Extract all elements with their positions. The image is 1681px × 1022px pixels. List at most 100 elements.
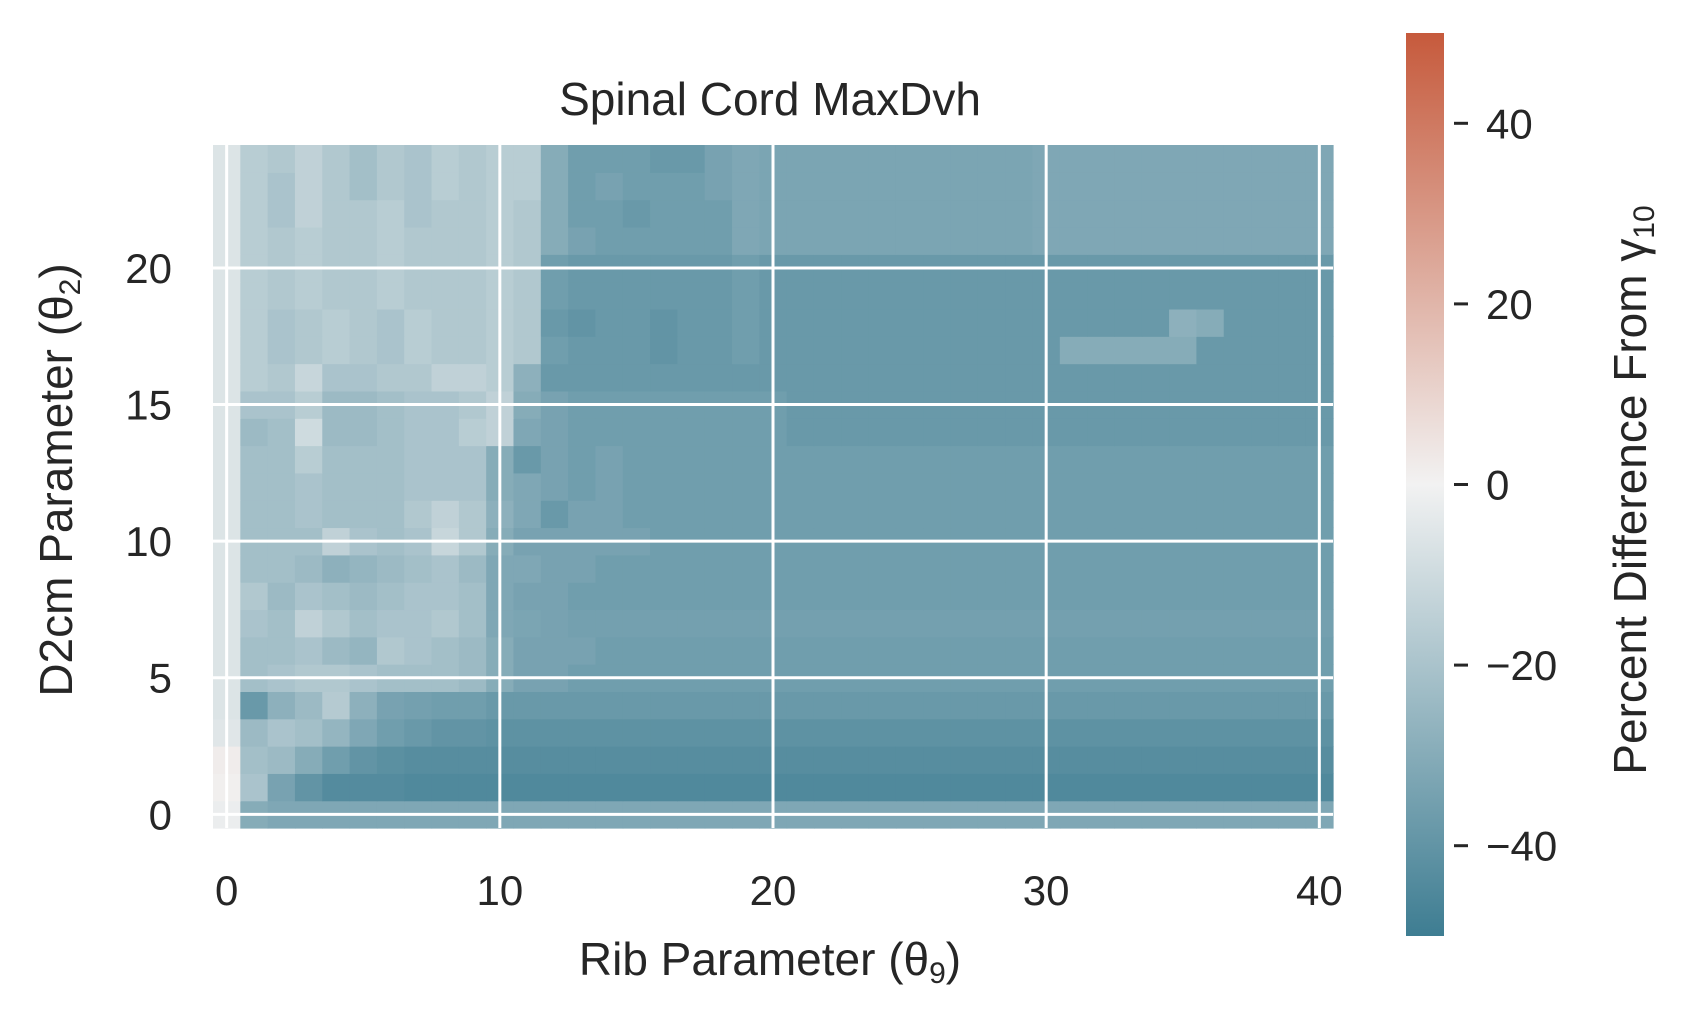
heatmap-cell <box>622 472 651 501</box>
heatmap-cell <box>868 718 897 747</box>
heatmap-cell <box>1196 609 1225 638</box>
heatmap-cell <box>349 418 378 447</box>
heatmap-cell <box>923 445 952 474</box>
heatmap-cell <box>622 609 651 638</box>
heatmap-cell <box>1223 691 1252 720</box>
heatmap-cell <box>540 500 569 529</box>
heatmap-cell <box>622 773 651 802</box>
heatmap-cell <box>322 500 351 529</box>
heatmap-cell <box>349 691 378 720</box>
colorbar-ticks: 40 20 0 −20 −40 <box>1454 100 1557 870</box>
heatmap-cell <box>1251 609 1279 638</box>
heatmap-cell <box>1114 609 1143 638</box>
heatmap-cell <box>1059 226 1088 255</box>
heatmap-cell <box>595 199 624 228</box>
heatmap-cell <box>458 472 487 501</box>
heatmap-cell <box>595 145 624 173</box>
heatmap-cell <box>240 308 269 337</box>
heatmap-cell <box>732 226 760 255</box>
heatmap-cell <box>1141 145 1170 173</box>
heatmap-cell <box>786 445 815 474</box>
heatmap-cell <box>1141 445 1170 474</box>
heatmap-cell <box>1278 281 1307 310</box>
heatmap-cell <box>704 363 733 392</box>
heatmap-cell <box>376 145 405 173</box>
x-axis-label: Rib Parameter (θ9) <box>579 933 961 990</box>
heatmap-cell <box>1169 718 1198 747</box>
heatmap-cell <box>404 199 433 228</box>
heatmap-cell <box>950 609 979 638</box>
heatmap-cell <box>240 199 269 228</box>
heatmap-cell <box>1005 199 1034 228</box>
heatmap-cell <box>1087 172 1116 201</box>
heatmap-cell <box>977 145 1006 173</box>
heatmap-cell <box>458 636 487 665</box>
heatmap-cell <box>267 308 296 337</box>
heatmap-cell <box>1196 418 1225 447</box>
y-tick-label: 10 <box>125 518 172 565</box>
heatmap-cell <box>404 582 433 611</box>
heatmap-cell <box>322 554 351 583</box>
heatmap-cell <box>1278 500 1307 529</box>
heatmap-cell <box>540 308 569 337</box>
heatmap-cell <box>1005 691 1034 720</box>
heatmap-cell <box>1059 636 1088 665</box>
y-tick-labels: 0 5 10 15 20 <box>125 245 172 838</box>
heatmap-cell <box>704 145 733 173</box>
heatmap-cell <box>868 773 897 802</box>
heatmap-cell <box>349 308 378 337</box>
heatmap-cell <box>568 199 597 228</box>
heatmap-cell <box>622 308 651 337</box>
heatmap-cell <box>977 308 1006 337</box>
heatmap-cell <box>595 226 624 255</box>
heatmap-cell <box>732 445 760 474</box>
heatmap-cell <box>1196 582 1225 611</box>
heatmap-cell <box>595 554 624 583</box>
heatmap-cell <box>1141 336 1170 365</box>
heatmap-cell <box>895 145 924 173</box>
heatmap-cell <box>1059 199 1088 228</box>
heatmap-cell <box>431 226 460 255</box>
heatmap-cell <box>1059 718 1088 747</box>
heatmap-cell <box>786 746 815 774</box>
y-tick-label: 20 <box>125 245 172 292</box>
heatmap-cell <box>1169 199 1198 228</box>
heatmap-cell <box>404 500 433 529</box>
heatmap-cell <box>376 691 405 720</box>
heatmap-cell <box>349 281 378 310</box>
heatmap-cell <box>595 718 624 747</box>
heatmap-cell <box>704 472 733 501</box>
heatmap-cell <box>1169 418 1198 447</box>
heatmap-cell <box>513 418 542 447</box>
heatmap-cell <box>513 636 542 665</box>
heatmap-cell <box>841 554 870 583</box>
heatmap-cell <box>240 145 269 173</box>
heatmap-cell <box>895 636 924 665</box>
heatmap-cell <box>732 582 760 611</box>
heatmap-cell <box>923 336 952 365</box>
heatmap-cell <box>1114 199 1143 228</box>
heatmap-cell <box>322 718 351 747</box>
heatmap-cell <box>458 418 487 447</box>
heatmap-cell <box>540 363 569 392</box>
heatmap-cell <box>1278 172 1307 201</box>
heatmap-cell <box>841 145 870 173</box>
heatmap-cell <box>1196 691 1225 720</box>
heatmap-cell <box>868 336 897 365</box>
heatmap-cell <box>1278 308 1307 337</box>
heatmap-cell <box>1087 308 1116 337</box>
heatmap-cell <box>376 308 405 337</box>
heatmap-cell <box>1114 172 1143 201</box>
heatmap-cell <box>868 281 897 310</box>
heatmap-cell <box>1114 636 1143 665</box>
heatmap-cell <box>294 773 323 802</box>
heatmap-cell <box>1005 500 1034 529</box>
heatmap-cell <box>950 363 979 392</box>
heatmap-cell <box>950 281 979 310</box>
heatmap-cell <box>1251 308 1279 337</box>
heatmap-cell <box>895 418 924 447</box>
heatmap-cell <box>431 500 460 529</box>
heatmap-cell <box>622 418 651 447</box>
heatmap-cell <box>868 145 897 173</box>
heatmap-cell <box>732 336 760 365</box>
